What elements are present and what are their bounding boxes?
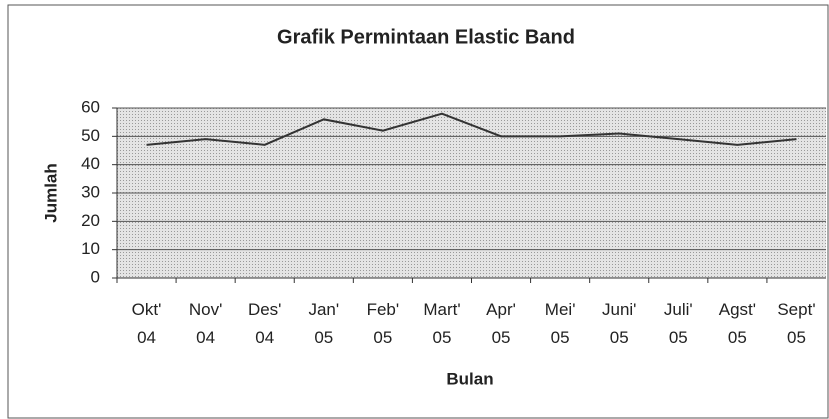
x-tick-label: Sept' 05: [777, 300, 816, 347]
x-tick-label: Okt' 04: [131, 300, 162, 347]
x-tick-label: Des' 04: [247, 300, 282, 347]
x-tick-label: Jan' 05: [308, 300, 340, 347]
y-tick-label: 60: [81, 97, 100, 116]
x-tick-label: Feb' 05: [366, 300, 400, 347]
y-tick-label: 30: [81, 182, 100, 201]
y-tick-label: 40: [81, 154, 100, 173]
x-tick-label: Nov' 04: [188, 300, 223, 347]
chart-border: [7, 4, 829, 419]
y-tick-label: 0: [91, 267, 100, 286]
y-tick-label: 20: [81, 211, 100, 230]
x-tick-label: Agst' 05: [718, 300, 756, 347]
x-tick-label: Mart' 05: [423, 300, 461, 347]
data-line: [146, 112, 797, 146]
y-tick-label: 50: [81, 126, 100, 145]
x-tick-label: Juli' 05: [663, 300, 693, 347]
chart-title: Grafik Permintaan Elastic Band: [277, 26, 575, 48]
y-axis-label: Jumlah: [41, 163, 60, 223]
x-tick-label: Apr' 05: [486, 300, 516, 347]
x-tick-label: Juni' 05: [601, 300, 637, 347]
x-tick-label: Mei' 05: [544, 300, 576, 347]
x-axis-label: Bulan: [446, 369, 493, 388]
y-tick-label: 10: [81, 239, 100, 258]
